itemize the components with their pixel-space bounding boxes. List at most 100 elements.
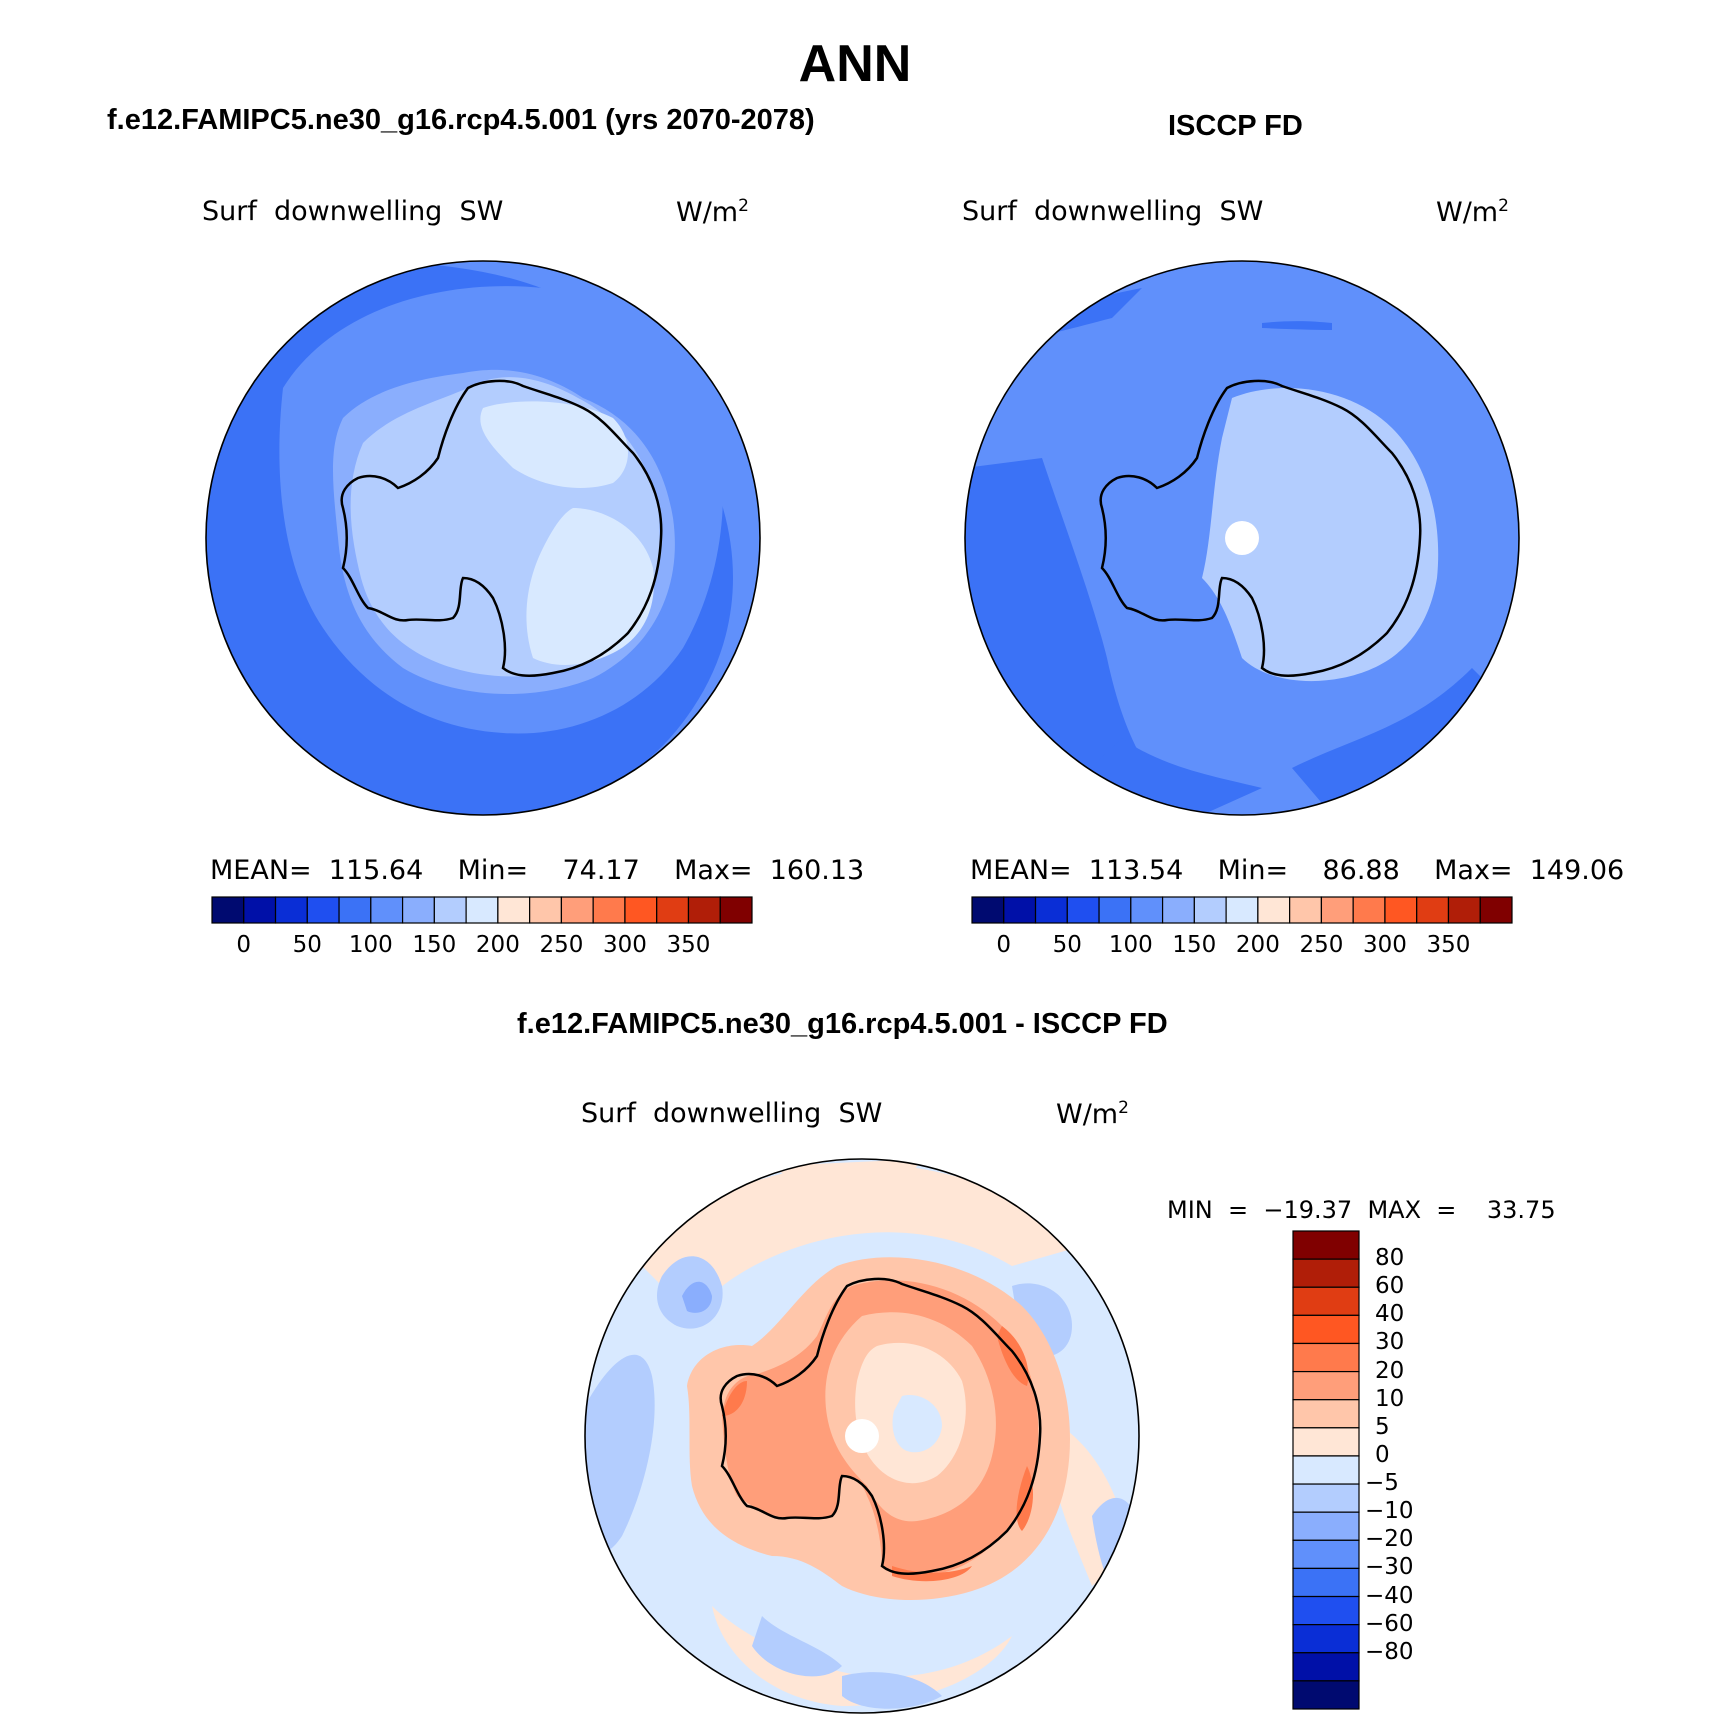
panel-diff-colorbar-tick-label: 20 [1375,1357,1405,1384]
panel-diff-colorbar-tick-label: 60 [1375,1273,1405,1300]
panel-diff-colorbar-tick-label: 5 [1375,1413,1390,1440]
panel-right-colorbar-swatch [1289,896,1323,924]
panel-diff-colorbar-swatch [1292,1652,1360,1682]
panel-left-colorbar-swatch [401,896,435,924]
panel-diff-colorbar-tick-label: −60 [1365,1610,1414,1637]
panel-left-colorbar-swatch [274,896,308,924]
panel-left-colorbar-swatch [656,896,690,924]
panel-right-colorbar-tick-label: 300 [1362,932,1407,958]
panel-right-colorbar-swatch [1479,896,1513,924]
panel-right-colorbar-swatch [1066,896,1100,924]
panel-diff-colorbar-swatch [1292,1680,1360,1710]
panel-diff-colorbar-tick-label: 40 [1375,1301,1405,1328]
panel-right-colorbar-swatch [1352,896,1386,924]
panel-diff-variable-label: Surf downwelling SW [581,1098,883,1129]
panel-right-colorbar-swatch [971,896,1005,924]
panel-right-colorbar-swatch [1320,896,1354,924]
panel-diff-colorbar-swatch [1292,1258,1360,1288]
panel-diff-colorbar-swatch [1292,1455,1360,1485]
panel-diff-colorbar-swatch [1292,1399,1360,1429]
panel-diff-colorbar-swatch [1292,1483,1360,1513]
panel-right-title: ISCCP FD [1168,110,1303,142]
panel-right-colorbar-tick-label: 200 [1235,932,1280,958]
panel-left-colorbar-tick-label: 300 [602,932,647,958]
panel-right-colorbar-swatch [1034,896,1068,924]
panel-left-colorbar-swatch [243,896,277,924]
main-title: ANN [798,35,912,93]
panel-right-variable-label: Surf downwelling SW [962,196,1264,227]
panel-diff-colorbar-tick-label: −10 [1365,1498,1414,1525]
panel-left-colorbar-swatch [338,896,372,924]
panel-left-colorbar-swatch [719,896,753,924]
panel-left-colorbar-tick-label: 50 [292,932,322,958]
panel-left-colorbar-tick-label: 350 [666,932,711,958]
panel-left-stats: MEAN= 115.64 Min= 74.17 Max= 160.13 [210,855,865,886]
panel-diff-colorbar-tick-label: 0 [1375,1441,1390,1468]
panel-diff-stats: MIN = −19.37 MAX = 33.75 [1167,1196,1556,1224]
panel-right-colorbar-swatch [1130,896,1164,924]
panel-right-stats: MEAN= 113.54 Min= 86.88 Max= 149.06 [970,855,1625,886]
panel-diff-colorbar [1292,1230,1360,1710]
panel-diff-colorbar-swatch [1292,1539,1360,1570]
panel-right-colorbar-swatch [1098,896,1132,924]
panel-diff-colorbar-swatch [1292,1230,1360,1260]
panel-left-colorbar-swatch [211,896,245,924]
panel-left-colorbar-swatch [529,896,563,924]
panel-right-colorbar [971,896,1513,924]
panel-diff-colorbar-swatch [1292,1624,1360,1654]
panel-left-colorbar-ticks: 0 50 100 150 200 250 300 350 [212,932,752,962]
panel-diff-colorbar-tick-label: 80 [1375,1245,1405,1272]
panel-right-colorbar-swatch [1416,896,1450,924]
panel-diff-colorbar-ticks: 80 60 40 30 20 10 5 0 −5 −10 −20 −30 −40 −60 −80 [1365,1231,1445,1709]
panel-left-colorbar-swatch [306,896,340,924]
panel-right-colorbar-tick-label: 0 [996,932,1012,958]
panel-left-colorbar-swatch [687,896,721,924]
panel-left-colorbar-swatch [624,896,658,924]
panel-diff-units-label: W/m2 [1056,1098,1129,1130]
panel-diff-colorbar-swatch [1292,1314,1360,1345]
panel-diff-colorbar-tick-label: −40 [1365,1582,1414,1609]
panel-diff-colorbar-tick-label: −5 [1365,1470,1399,1497]
panel-left-colorbar-tick-label: 150 [412,932,457,958]
panel-diff-colorbar-tick-label: 30 [1375,1329,1405,1356]
panel-right-map [964,260,1520,816]
panel-right-colorbar-tick-label: 250 [1299,932,1344,958]
panel-right-colorbar-swatch [1384,896,1418,924]
panel-right-colorbar-swatch [1161,896,1195,924]
panel-left-colorbar-swatch [592,896,626,924]
panel-diff-colorbar-tick-label: −30 [1365,1554,1414,1581]
panel-left-colorbar-tick-label: 250 [539,932,584,958]
panel-left-colorbar [211,896,753,924]
panel-diff-colorbar-tick-label: −20 [1365,1526,1414,1553]
panel-left-variable-label: Surf downwelling SW [202,196,504,227]
panel-diff-colorbar-swatch [1292,1286,1360,1316]
panel-diff-colorbar-swatch [1292,1511,1360,1541]
panel-diff-colorbar-swatch [1292,1370,1360,1401]
panel-right-units-label: W/m2 [1436,196,1509,228]
panel-left-colorbar-swatch [433,896,467,924]
panel-right-colorbar-ticks: 0 50 100 150 200 250 300 350 [972,932,1512,962]
panel-left-units-label: W/m2 [676,196,749,228]
panel-left-colorbar-tick-label: 200 [475,932,520,958]
panel-right-colorbar-tick-label: 350 [1426,932,1471,958]
panel-right-colorbar-swatch [1193,896,1227,924]
panel-left-title: f.e12.FAMIPC5.ne30_g16.rcp4.5.001 (yrs 2… [107,104,815,136]
panel-left-colorbar-tick-label: 100 [348,932,393,958]
panel-right-colorbar-swatch [1225,896,1259,924]
panel-right-colorbar-swatch [1447,896,1481,924]
panel-diff-colorbar-swatch [1292,1342,1360,1373]
panel-diff-title: f.e12.FAMIPC5.ne30_g16.rcp4.5.001 - ISCC… [517,1008,1168,1040]
panel-left-colorbar-tick-label: 0 [236,932,252,958]
panel-right-colorbar-swatch [1003,896,1037,924]
panel-right-colorbar-swatch [1257,896,1291,924]
panel-right-colorbar-tick-label: 50 [1052,932,1082,958]
panel-diff-colorbar-swatch [1292,1567,1360,1598]
panel-left-colorbar-swatch [560,896,594,924]
panel-left-map [205,260,761,816]
panel-diff-colorbar-tick-label: 10 [1375,1385,1405,1412]
panel-left-colorbar-swatch [497,896,531,924]
panel-diff-colorbar-swatch [1292,1427,1360,1457]
panel-left-colorbar-swatch [370,896,404,924]
panel-diff-colorbar-tick-label: −80 [1365,1638,1414,1665]
panel-right-colorbar-tick-label: 150 [1172,932,1217,958]
